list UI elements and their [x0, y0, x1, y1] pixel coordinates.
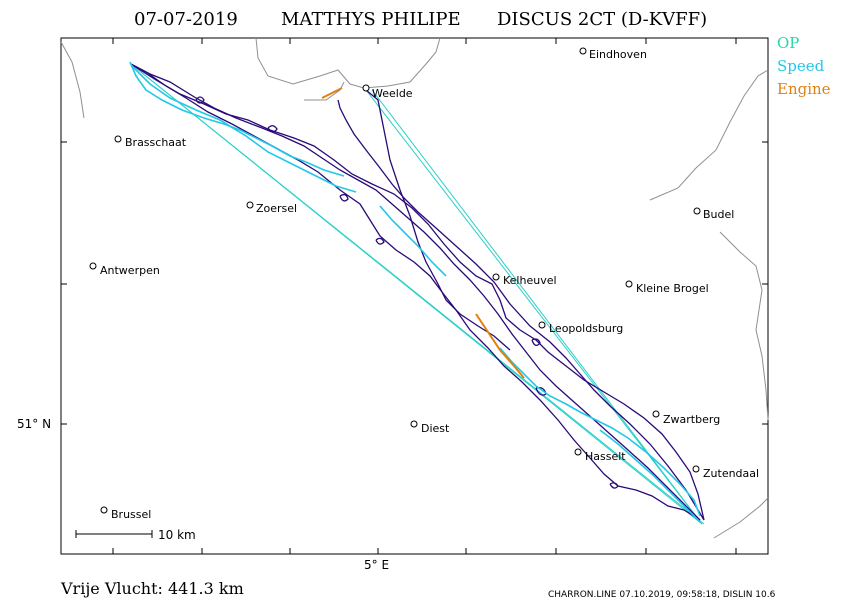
place-label: Eindhoven: [589, 48, 647, 61]
track-loop-1: [195, 96, 205, 104]
track-loop-7: [609, 482, 619, 489]
title-pilot: MATTHYS PHILIPE: [281, 9, 461, 30]
speed-segment-2: [131, 65, 357, 193]
scale-bar: 10 km: [75, 528, 196, 542]
place-label: Kleine Brogel: [636, 282, 709, 295]
place-weelde: Weelde: [362, 84, 413, 100]
engine-segments: [321, 87, 525, 379]
lat-label: 51° N: [17, 417, 51, 431]
country-borders: [60, 37, 769, 539]
distance-label: Vrije Vlucht: 441.3 km: [60, 579, 244, 598]
track-segment-4: [337, 99, 705, 521]
place-marker-icon: [246, 201, 254, 209]
track-segment-2: [133, 65, 701, 521]
place-label: Weelde: [372, 87, 413, 100]
place-budel: Budel: [693, 207, 734, 221]
place-marker-icon: [693, 207, 701, 215]
track-segment-3: [133, 65, 705, 521]
legend-engine: Engine: [777, 80, 831, 98]
place-marker-icon: [362, 84, 370, 92]
track-loop-2: [267, 125, 278, 133]
place-marker-icon: [538, 321, 546, 329]
place-marker-icon: [492, 273, 500, 281]
places: Eindhoven Weelde Brasschaat Zoersel Bude…: [89, 47, 759, 521]
title-glider: DISCUS 2CT (D-KVFF): [497, 9, 707, 30]
place-label: Zoersel: [256, 202, 297, 215]
place-label: Zwartberg: [663, 413, 720, 426]
speed-segment-5: [599, 429, 701, 523]
place-marker-icon: [574, 448, 582, 456]
legend-op: OP: [777, 34, 799, 52]
flight-track: [130, 63, 705, 521]
place-kelheuvel: Kelheuvel: [492, 273, 557, 287]
place-marker-icon: [652, 410, 660, 418]
place-leopoldsburg: Leopoldsburg: [538, 321, 623, 335]
track-loop-4: [375, 237, 385, 245]
op-leg-weelde: [371, 89, 703, 525]
title-date: 07-07-2019: [134, 9, 238, 30]
engine-segment-1: [321, 87, 343, 99]
place-label: Brasschaat: [125, 136, 187, 149]
border-east-upper: [649, 69, 769, 201]
border-enclave: [304, 81, 345, 101]
place-zutendaal: Zutendaal: [692, 465, 759, 480]
place-marker-icon: [410, 420, 418, 428]
place-antwerpen: Antwerpen: [89, 262, 160, 277]
place-marker-icon: [692, 465, 700, 473]
op-leg-inner: [130, 63, 705, 525]
place-label: Antwerpen: [100, 264, 160, 277]
place-zoersel: Zoersel: [246, 201, 297, 215]
credit-label: CHARRON.LINE 07.10.2019, 09:58:18, DISLI…: [548, 590, 776, 600]
place-marker-icon: [89, 262, 97, 270]
place-label: Leopoldsburg: [549, 322, 623, 335]
scale-bar-label: 10 km: [158, 528, 196, 542]
place-brussel: Brussel: [100, 506, 151, 521]
place-marker-icon: [100, 506, 108, 514]
speed-segment-3: [379, 205, 447, 277]
map-frame: [60, 37, 769, 555]
place-label: Zutendaal: [703, 467, 759, 480]
lon-label: 5° E: [364, 558, 389, 572]
place-marker-icon: [579, 47, 587, 55]
place-label: Diest: [421, 422, 450, 435]
place-marker-icon: [625, 280, 633, 288]
border-southeast: [713, 497, 769, 539]
place-marker-icon: [114, 135, 122, 143]
place-zwartberg: Zwartberg: [652, 410, 720, 426]
axis-ticks: [61, 38, 768, 554]
track-loop-5: [531, 338, 541, 347]
place-eindhoven: Eindhoven: [579, 47, 647, 61]
border-east-lower: [719, 231, 769, 421]
place-diest: Diest: [410, 420, 450, 435]
place-label: Kelheuvel: [503, 274, 557, 287]
border-north: [255, 37, 441, 89]
engine-segment-2: [475, 313, 525, 379]
legend-speed: Speed: [777, 57, 825, 75]
track-segment-5: [365, 89, 511, 351]
place-kleine-brogel: Kleine Brogel: [625, 280, 709, 295]
track-segment-1: [130, 63, 701, 521]
legend: OP Speed Engine: [777, 34, 831, 98]
place-hasselt: Hasselt: [574, 448, 626, 463]
coastline-west: [60, 41, 85, 119]
speed-segments: [129, 61, 701, 523]
place-label: Hasselt: [585, 450, 626, 463]
track-loop-3: [339, 193, 349, 202]
speed-segment-4: [499, 347, 701, 517]
place-brasschaat: Brasschaat: [114, 135, 187, 149]
place-label: Brussel: [111, 508, 151, 521]
place-label: Budel: [703, 208, 734, 221]
